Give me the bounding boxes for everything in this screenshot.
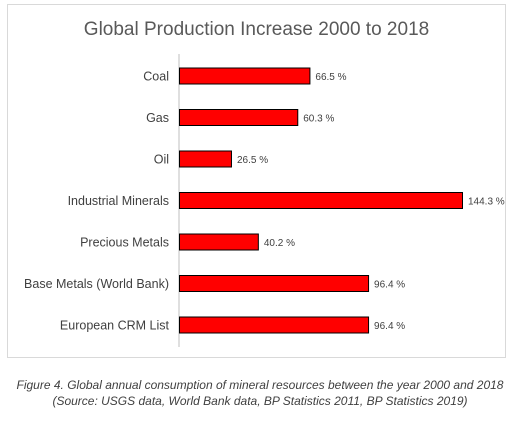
- data-label-european-crm-list: 96.4 %: [374, 321, 405, 332]
- caption-line-2: (Source: USGS data, World Bank data, BP …: [52, 394, 468, 408]
- bar-oil: [179, 150, 232, 168]
- category-label-precious-metals: Precious Metals: [80, 236, 169, 250]
- bar-coal: [179, 67, 311, 85]
- bar-base-metals-world-bank: [179, 275, 370, 292]
- bar-precious-metals: [179, 233, 259, 251]
- data-label-coal: 66.5 %: [315, 72, 346, 83]
- category-label-industrial-minerals: Industrial Minerals: [68, 194, 169, 208]
- category-label-european-crm-list: European CRM List: [60, 319, 170, 333]
- figure-caption: Figure 4. Global annual consumption of m…: [0, 377, 520, 409]
- data-label-industrial-minerals: 144.3 %: [468, 197, 505, 208]
- category-label-coal: Coal: [143, 70, 169, 84]
- data-label-gas: 60.3 %: [303, 114, 334, 125]
- bar-gas: [179, 109, 299, 126]
- data-label-precious-metals: 40.2 %: [264, 238, 295, 249]
- category-label-gas: Gas: [146, 111, 169, 125]
- bar-industrial-minerals: [179, 192, 463, 209]
- data-label-base-metals-world-bank: 96.4 %: [374, 280, 405, 291]
- data-label-oil: 26.5 %: [237, 155, 268, 166]
- bar-chart: Coal 66.5 % Gas 60.3 % Oil 26.5 % Industrial M…: [24, 54, 505, 347]
- caption-line-1: Figure 4. Global annual consumption of m…: [16, 378, 504, 392]
- chart-title: Global Production Increase 2000 to 2018: [83, 19, 430, 40]
- category-label-oil: Oil: [154, 153, 169, 167]
- bar-european-crm-list: [179, 316, 370, 334]
- category-label-base-metals-world-bank: Base Metals (World Bank): [24, 277, 169, 291]
- chart-frame: Global Production Increase 2000 to 2018 …: [7, 4, 506, 358]
